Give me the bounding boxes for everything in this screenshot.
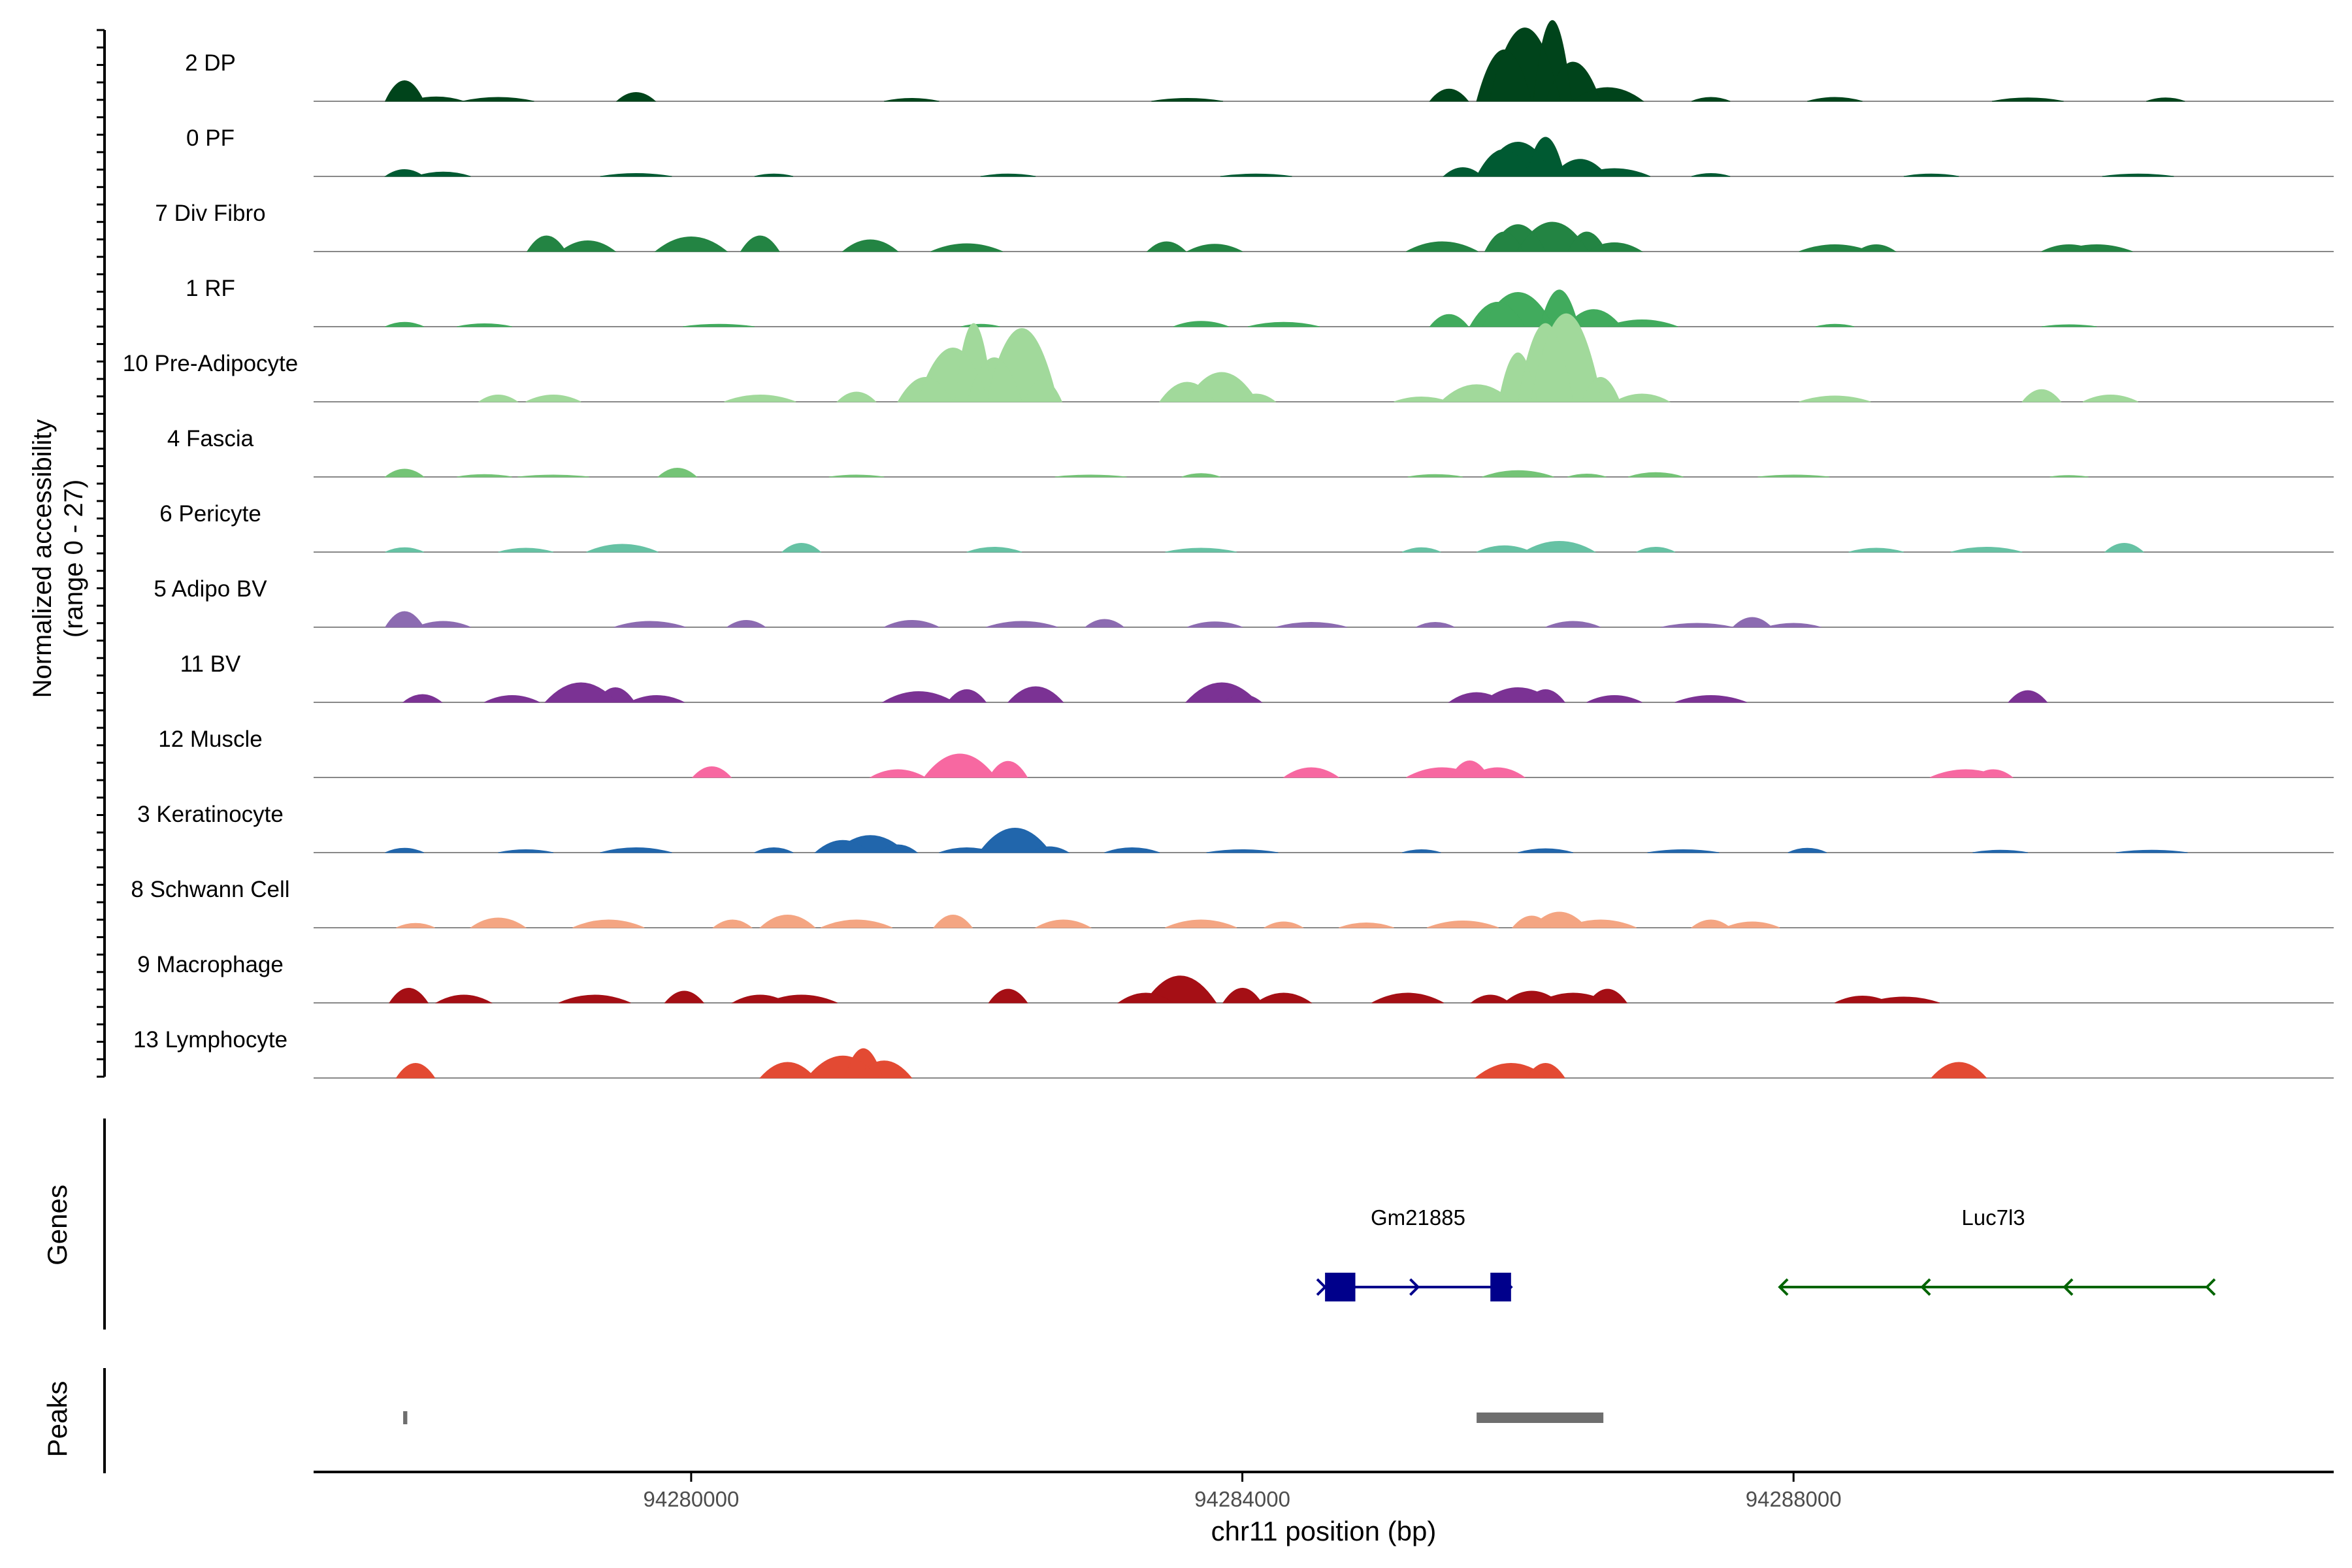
- coverage-area: [527, 221, 2133, 252]
- y-axis-label: Normalized accessibility (range 0 - 27): [28, 419, 88, 698]
- coverage-track: 12 Muscle: [158, 727, 2334, 778]
- strand-arrow: [2063, 1278, 2074, 1296]
- gene-model: Luc7l3: [1778, 1205, 2216, 1296]
- gene-name-label: Gm21885: [1371, 1205, 1465, 1230]
- coverage-track: 7 Div Fibro: [155, 201, 2334, 252]
- coverage-track: 13 Lymphocyte: [133, 1027, 2334, 1079]
- coverage-track: 6 Pericyte: [159, 501, 2334, 553]
- coverage-area: [691, 753, 2014, 778]
- coverage-area: [384, 137, 2174, 177]
- coverage-track: 3 Keratinocyte: [137, 802, 2334, 853]
- track-label: 3 Keratinocyte: [137, 802, 284, 827]
- coverage-area: [478, 313, 2138, 402]
- strand-arrow: [1409, 1278, 1420, 1296]
- coverage-track: 2 DP: [185, 20, 2334, 102]
- coverage-area: [385, 289, 2097, 327]
- coverage-area: [395, 1048, 1987, 1079]
- coverage-track: 11 BV: [180, 651, 2334, 703]
- coverage-area: [396, 911, 1780, 928]
- coverage-tracks: 2 DP 0 PF 7 Div Fibro 1 RF 10 Pre-Adipocyte 4…: [123, 20, 2334, 1079]
- coverage-area: [384, 20, 2185, 102]
- coverage-area: [389, 975, 1940, 1004]
- y-axis-label-line1: Normalized accessibility: [28, 419, 57, 698]
- x-axis-tick-label: 94288000: [1746, 1487, 1842, 1511]
- x-axis: 94280000 94284000 94288000: [314, 1471, 2334, 1511]
- x-axis-tick-label: 94284000: [1194, 1487, 1290, 1511]
- track-label: 9 Macrophage: [137, 952, 284, 977]
- track-label: 2 DP: [185, 50, 236, 76]
- track-label: 10 Pre-Adipocyte: [123, 351, 298, 376]
- track-label: 13 Lymphocyte: [133, 1027, 287, 1053]
- peak-region: [403, 1411, 408, 1424]
- coverage-track: 10 Pre-Adipocyte: [123, 313, 2334, 402]
- track-label: 11 BV: [180, 651, 241, 677]
- track-label: 6 Pericyte: [159, 501, 261, 527]
- x-axis-tick-label: 94280000: [643, 1487, 739, 1511]
- coverage-area: [385, 540, 2145, 553]
- exon-box: [1490, 1273, 1511, 1301]
- coverage-area: [385, 827, 2188, 853]
- coverage-track: 8 Schwann Cell: [131, 877, 2334, 928]
- track-label: 5 Adipo BV: [154, 576, 267, 602]
- coverage-track: 5 Adipo BV: [154, 576, 2334, 628]
- exon-box: [1325, 1273, 1356, 1301]
- peaks-panel-label: Peaks: [42, 1381, 73, 1458]
- gene-name-label: Luc7l3: [1961, 1205, 2025, 1230]
- track-label: 0 PF: [186, 125, 235, 151]
- coverage-track: 1 RF: [186, 276, 2334, 327]
- y-axis-label-line2: (range 0 - 27): [59, 480, 88, 638]
- track-label: 7 Div Fibro: [155, 201, 265, 226]
- track-label: 1 RF: [186, 276, 235, 301]
- peak-region: [1477, 1413, 1604, 1423]
- track-label: 12 Muscle: [158, 727, 263, 752]
- gene-annotations: Gm21885 Luc7l3: [1316, 1205, 2216, 1301]
- y-axis-ruler: [97, 29, 106, 1078]
- strand-arrow: [2205, 1278, 2216, 1296]
- track-label: 8 Schwann Cell: [131, 877, 289, 902]
- coverage-track: 0 PF: [186, 125, 2334, 177]
- coverage-area: [402, 682, 2048, 703]
- coverage-area: [384, 467, 2089, 478]
- coverage-area: [384, 611, 1821, 628]
- coverage-track: 9 Macrophage: [137, 952, 2334, 1004]
- coverage-track: 4 Fascia: [167, 426, 2334, 478]
- track-label: 4 Fascia: [167, 426, 254, 451]
- genes-panel-label: Genes: [42, 1184, 73, 1266]
- x-axis-label: chr11 position (bp): [1211, 1516, 1437, 1546]
- strand-arrow: [1778, 1278, 1789, 1296]
- gene-model: Gm21885: [1316, 1205, 1513, 1301]
- peak-annotations: [403, 1411, 1604, 1424]
- strand-arrow: [1920, 1278, 1931, 1296]
